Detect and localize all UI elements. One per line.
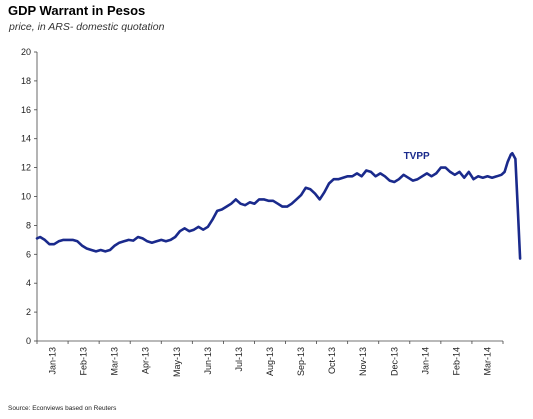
x-tick-label: Oct-13 <box>327 347 337 374</box>
x-tick-label: May-13 <box>172 347 182 377</box>
y-tick-labels: 0 2 4 6 8 10 12 14 16 18 20 <box>21 47 31 346</box>
y-tick-label: 12 <box>21 163 31 173</box>
y-tick-label: 20 <box>21 47 31 57</box>
x-tick-label: Jul-13 <box>234 347 244 372</box>
y-tick-label: 18 <box>21 76 31 86</box>
y-tick-label: 2 <box>26 307 31 317</box>
x-tick-label: Nov-13 <box>358 347 368 376</box>
chart-subtitle: price, in ARS- domestic quotation <box>9 21 165 33</box>
y-tick-label: 8 <box>26 220 31 230</box>
series-lines <box>35 151 522 260</box>
y-tick-label: 4 <box>26 278 31 288</box>
y-tick-label: 6 <box>26 249 31 259</box>
x-tick-label: Feb-14 <box>451 347 461 376</box>
x-tick-label: Mar-13 <box>110 347 120 376</box>
chart-title: GDP Warrant in Pesos <box>8 3 146 18</box>
series-labels: TVPP <box>404 151 430 162</box>
x-tick-label: Apr-13 <box>141 347 151 374</box>
series-label: TVPP <box>404 151 430 162</box>
y-tick-label: 16 <box>21 105 31 115</box>
x-tick-label: Feb-13 <box>79 347 89 376</box>
x-tick-label: Jan-14 <box>420 347 430 375</box>
x-tick-label: Mar-14 <box>482 347 492 376</box>
x-tick-label: Jan-13 <box>48 347 58 375</box>
x-tick-labels: Jan-13 Feb-13 Mar-13 Apr-13 May-13 Jun-13 Jul-… <box>48 347 493 377</box>
series-line-tvpp <box>35 151 522 260</box>
x-tick-label: Sep-13 <box>296 347 306 376</box>
chart-axes <box>34 51 504 344</box>
x-tick-label: Aug-13 <box>265 347 275 376</box>
y-tick-label: 0 <box>26 336 31 346</box>
y-tick-label: 10 <box>21 192 31 202</box>
x-tick-label: Dec-13 <box>389 347 399 376</box>
y-tick-label: 14 <box>21 134 31 144</box>
source-note: Source: Econviews based on Reuters <box>8 405 117 412</box>
x-tick-label: Jun-13 <box>203 347 213 375</box>
